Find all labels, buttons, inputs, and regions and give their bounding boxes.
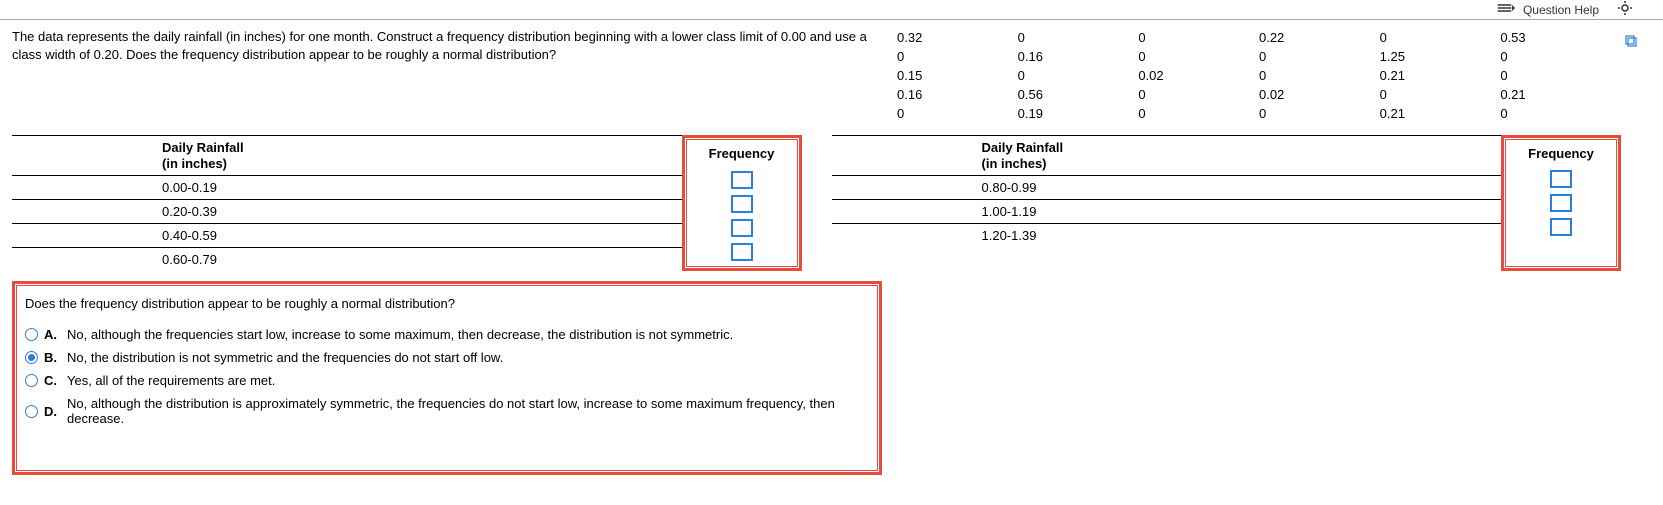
right-table-header-label: Daily Rainfall (in inches): [832, 136, 1502, 175]
frequency-input[interactable]: [731, 243, 753, 261]
left-table-header-label: Daily Rainfall (in inches): [12, 136, 682, 175]
data-cell: 0.16: [897, 85, 1008, 104]
data-grid: 0.32000.2200.5300.16001.2500.1500.0200.2…: [897, 28, 1611, 123]
data-cell: 0.22: [1259, 28, 1370, 47]
class-label: 0.20-0.39: [12, 200, 682, 223]
data-cell: 0: [897, 47, 1008, 66]
data-cell: 0.53: [1500, 28, 1611, 47]
option-letter: D.: [44, 404, 57, 419]
radio-button[interactable]: [25, 328, 38, 341]
radio-button[interactable]: [25, 351, 38, 364]
data-cell: 0: [1259, 66, 1370, 85]
data-cell: 0: [1138, 28, 1249, 47]
data-cell: 0: [897, 104, 1008, 123]
answer-option[interactable]: A. No, although the frequencies start low…: [25, 323, 869, 346]
class-label: 0.00-0.19: [12, 176, 682, 199]
data-cell: 0: [1018, 28, 1129, 47]
data-cell: 0.02: [1138, 66, 1249, 85]
data-cell: 0: [1380, 28, 1491, 47]
option-letter: C.: [44, 373, 57, 388]
option-letter: A.: [44, 327, 57, 342]
answer-option[interactable]: B. No, the distribution is not symmetric …: [25, 346, 869, 369]
answer-option[interactable]: C. Yes, all of the requirements are met.: [25, 369, 869, 392]
radio-button[interactable]: [25, 374, 38, 387]
data-cell: 0.56: [1018, 85, 1129, 104]
question-help-label[interactable]: Question Help: [1523, 3, 1599, 17]
radio-button[interactable]: [25, 405, 38, 418]
data-cell: 0: [1138, 104, 1249, 123]
copy-data-icon[interactable]: [1624, 34, 1638, 51]
class-label: 0.80-0.99: [832, 176, 1502, 199]
data-cell: 0.19: [1018, 104, 1129, 123]
option-text: No, the distribution is not symmetric an…: [67, 350, 503, 365]
option-letter: B.: [44, 350, 57, 365]
data-cell: 0.21: [1500, 85, 1611, 104]
data-cell: 0.16: [1018, 47, 1129, 66]
frequency-input[interactable]: [1550, 218, 1572, 236]
frequency-input[interactable]: [731, 171, 753, 189]
data-cell: 0: [1138, 85, 1249, 104]
data-cell: 0: [1259, 104, 1370, 123]
settings-icon[interactable]: [1617, 0, 1633, 19]
answer-option[interactable]: D. No, although the distribution is appro…: [25, 392, 869, 430]
data-cell: 0: [1500, 104, 1611, 123]
question-highlight-box: Does the frequency distribution appear t…: [12, 281, 882, 475]
class-label: 0.60-0.79: [12, 248, 682, 271]
data-cell: 0: [1138, 47, 1249, 66]
question-help-icon[interactable]: [1497, 1, 1515, 18]
data-cell: 0.02: [1259, 85, 1370, 104]
frequency-input[interactable]: [1550, 170, 1572, 188]
data-cell: 1.25: [1380, 47, 1491, 66]
frequency-input[interactable]: [1550, 194, 1572, 212]
option-text: No, although the distribution is approxi…: [67, 396, 869, 426]
data-cell: 0.15: [897, 66, 1008, 85]
problem-text: The data represents the daily rainfall (…: [12, 28, 897, 64]
option-text: Yes, all of the requirements are met.: [67, 373, 275, 388]
frequency-input[interactable]: [731, 219, 753, 237]
data-cell: 0: [1259, 47, 1370, 66]
data-cell: 0: [1500, 66, 1611, 85]
data-cell: 0.21: [1380, 66, 1491, 85]
right-frequency-header: Frequency: [1506, 140, 1616, 167]
data-cell: 0.32: [897, 28, 1008, 47]
data-cell: 0: [1500, 47, 1611, 66]
option-text: No, although the frequencies start low, …: [67, 327, 733, 342]
data-cell: 0: [1380, 85, 1491, 104]
left-frequency-highlight: Frequency: [682, 135, 802, 271]
data-cell: 0.21: [1380, 104, 1491, 123]
frequency-input[interactable]: [731, 195, 753, 213]
class-label: 0.40-0.59: [12, 224, 682, 247]
question-prompt: Does the frequency distribution appear t…: [25, 296, 869, 311]
class-label: 1.20-1.39: [832, 224, 1502, 247]
right-frequency-highlight: Frequency: [1501, 135, 1621, 271]
left-frequency-header: Frequency: [687, 140, 797, 168]
data-cell: 0: [1018, 66, 1129, 85]
class-label: 1.00-1.19: [832, 200, 1502, 223]
